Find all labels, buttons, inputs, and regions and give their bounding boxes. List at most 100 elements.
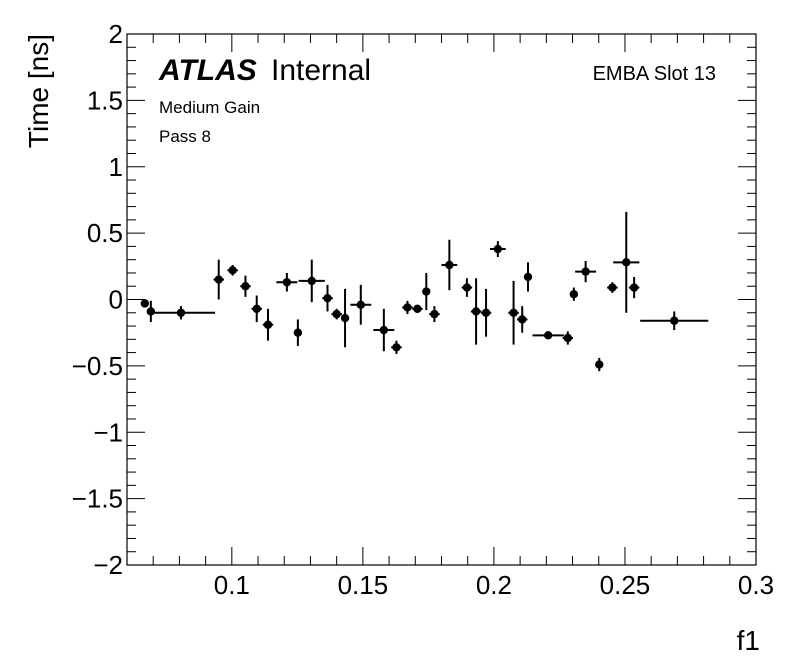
- y-tick-label: 0: [109, 285, 123, 315]
- point-marker: [493, 244, 503, 254]
- data-point: [516, 306, 528, 333]
- y-tick-label: 2: [109, 19, 123, 49]
- data-point: [613, 211, 640, 313]
- point-marker: [214, 275, 223, 284]
- data-point: [489, 241, 506, 258]
- point-marker: [543, 331, 553, 340]
- point-marker: [523, 272, 533, 282]
- point-marker: [622, 258, 631, 267]
- atlas-logo-text: ATLAS: [158, 54, 257, 87]
- point-marker: [379, 325, 389, 335]
- data-point: [461, 278, 473, 297]
- data-point: [340, 288, 350, 348]
- point-marker: [228, 266, 237, 275]
- point-marker: [595, 360, 604, 369]
- data-points: [140, 211, 709, 372]
- point-marker: [462, 283, 472, 292]
- data-point: [429, 306, 440, 323]
- y-tick-label: −1: [93, 417, 123, 447]
- point-marker: [340, 313, 350, 323]
- data-point: [470, 278, 482, 345]
- data-point: [595, 357, 604, 372]
- point-marker: [403, 303, 412, 312]
- data-point: [240, 275, 251, 297]
- data-point: [562, 331, 574, 345]
- y-axis-title: Time [ns]: [23, 34, 54, 148]
- y-tick-label: −1.5: [72, 484, 123, 514]
- data-point: [298, 259, 325, 303]
- y-tick-label: 1: [109, 152, 123, 182]
- point-marker: [670, 316, 679, 325]
- point-marker: [413, 304, 422, 313]
- y-tick-label: −0.5: [72, 351, 123, 381]
- data-point: [391, 340, 402, 354]
- point-marker: [140, 299, 150, 308]
- point-marker: [356, 300, 365, 310]
- data-point: [251, 295, 262, 323]
- x-tick-label: 0.25: [600, 570, 651, 600]
- point-marker: [422, 287, 431, 296]
- x-tick-label: 0.3: [738, 570, 774, 600]
- data-point: [422, 272, 431, 311]
- axis-ticks: [126, 33, 757, 566]
- data-point: [412, 304, 423, 313]
- data-point: [532, 331, 564, 340]
- point-marker: [581, 267, 590, 276]
- point-marker: [392, 343, 401, 352]
- data-point: [146, 306, 216, 320]
- data-point: [350, 284, 372, 325]
- point-marker: [563, 333, 573, 343]
- y-tick-label: 0.5: [87, 218, 123, 248]
- data-point: [480, 288, 492, 337]
- point-marker: [518, 315, 527, 324]
- point-marker: [471, 307, 481, 316]
- data-point: [523, 262, 533, 292]
- x-tick-label: 0.2: [476, 570, 512, 600]
- data-point: [227, 264, 238, 276]
- data-point: [441, 239, 458, 291]
- gain-label: Medium Gain: [159, 98, 260, 117]
- data-point: [628, 276, 640, 299]
- plot-frame: [126, 33, 757, 566]
- point-marker: [263, 320, 273, 329]
- x-tick-label: 0.1: [214, 570, 250, 600]
- pass-label: Pass 8: [159, 127, 211, 146]
- point-marker: [569, 289, 579, 299]
- point-marker: [481, 308, 491, 317]
- point-marker: [332, 309, 341, 319]
- data-point: [607, 282, 618, 293]
- point-marker: [509, 308, 518, 317]
- point-marker: [241, 282, 250, 291]
- data-point: [213, 259, 224, 300]
- data-point: [373, 308, 395, 352]
- data-point: [575, 261, 597, 283]
- point-marker: [608, 283, 617, 292]
- point-marker: [293, 328, 303, 337]
- data-point: [262, 308, 274, 341]
- point-marker: [629, 283, 639, 292]
- data-point: [402, 300, 413, 315]
- point-marker: [146, 307, 156, 316]
- internal-label: Internal: [271, 54, 371, 87]
- point-marker: [282, 278, 292, 287]
- point-marker: [307, 276, 316, 286]
- tick-labels: 0.1 0.15 0.2 0.25 0.3 2 1.5 1 0.5 0 −0.5 −1 −1.5 −2: [72, 19, 774, 600]
- x-tick-label: 0.15: [338, 570, 389, 600]
- point-marker: [252, 304, 261, 313]
- data-point: [569, 287, 579, 301]
- data-point: [640, 311, 709, 331]
- x-axis-title: f1: [737, 625, 760, 656]
- data-point: [331, 308, 342, 320]
- point-marker: [430, 309, 439, 319]
- data-point: [293, 319, 303, 346]
- point-marker: [176, 308, 186, 317]
- data-point: [140, 299, 150, 308]
- point-marker: [445, 260, 454, 270]
- point-marker: [323, 293, 332, 303]
- y-tick-label: 1.5: [87, 85, 123, 115]
- data-point: [276, 272, 298, 292]
- y-tick-label: −2: [93, 550, 123, 580]
- module-slot-label: EMBA Slot 13: [593, 63, 716, 85]
- data-point: [322, 284, 333, 312]
